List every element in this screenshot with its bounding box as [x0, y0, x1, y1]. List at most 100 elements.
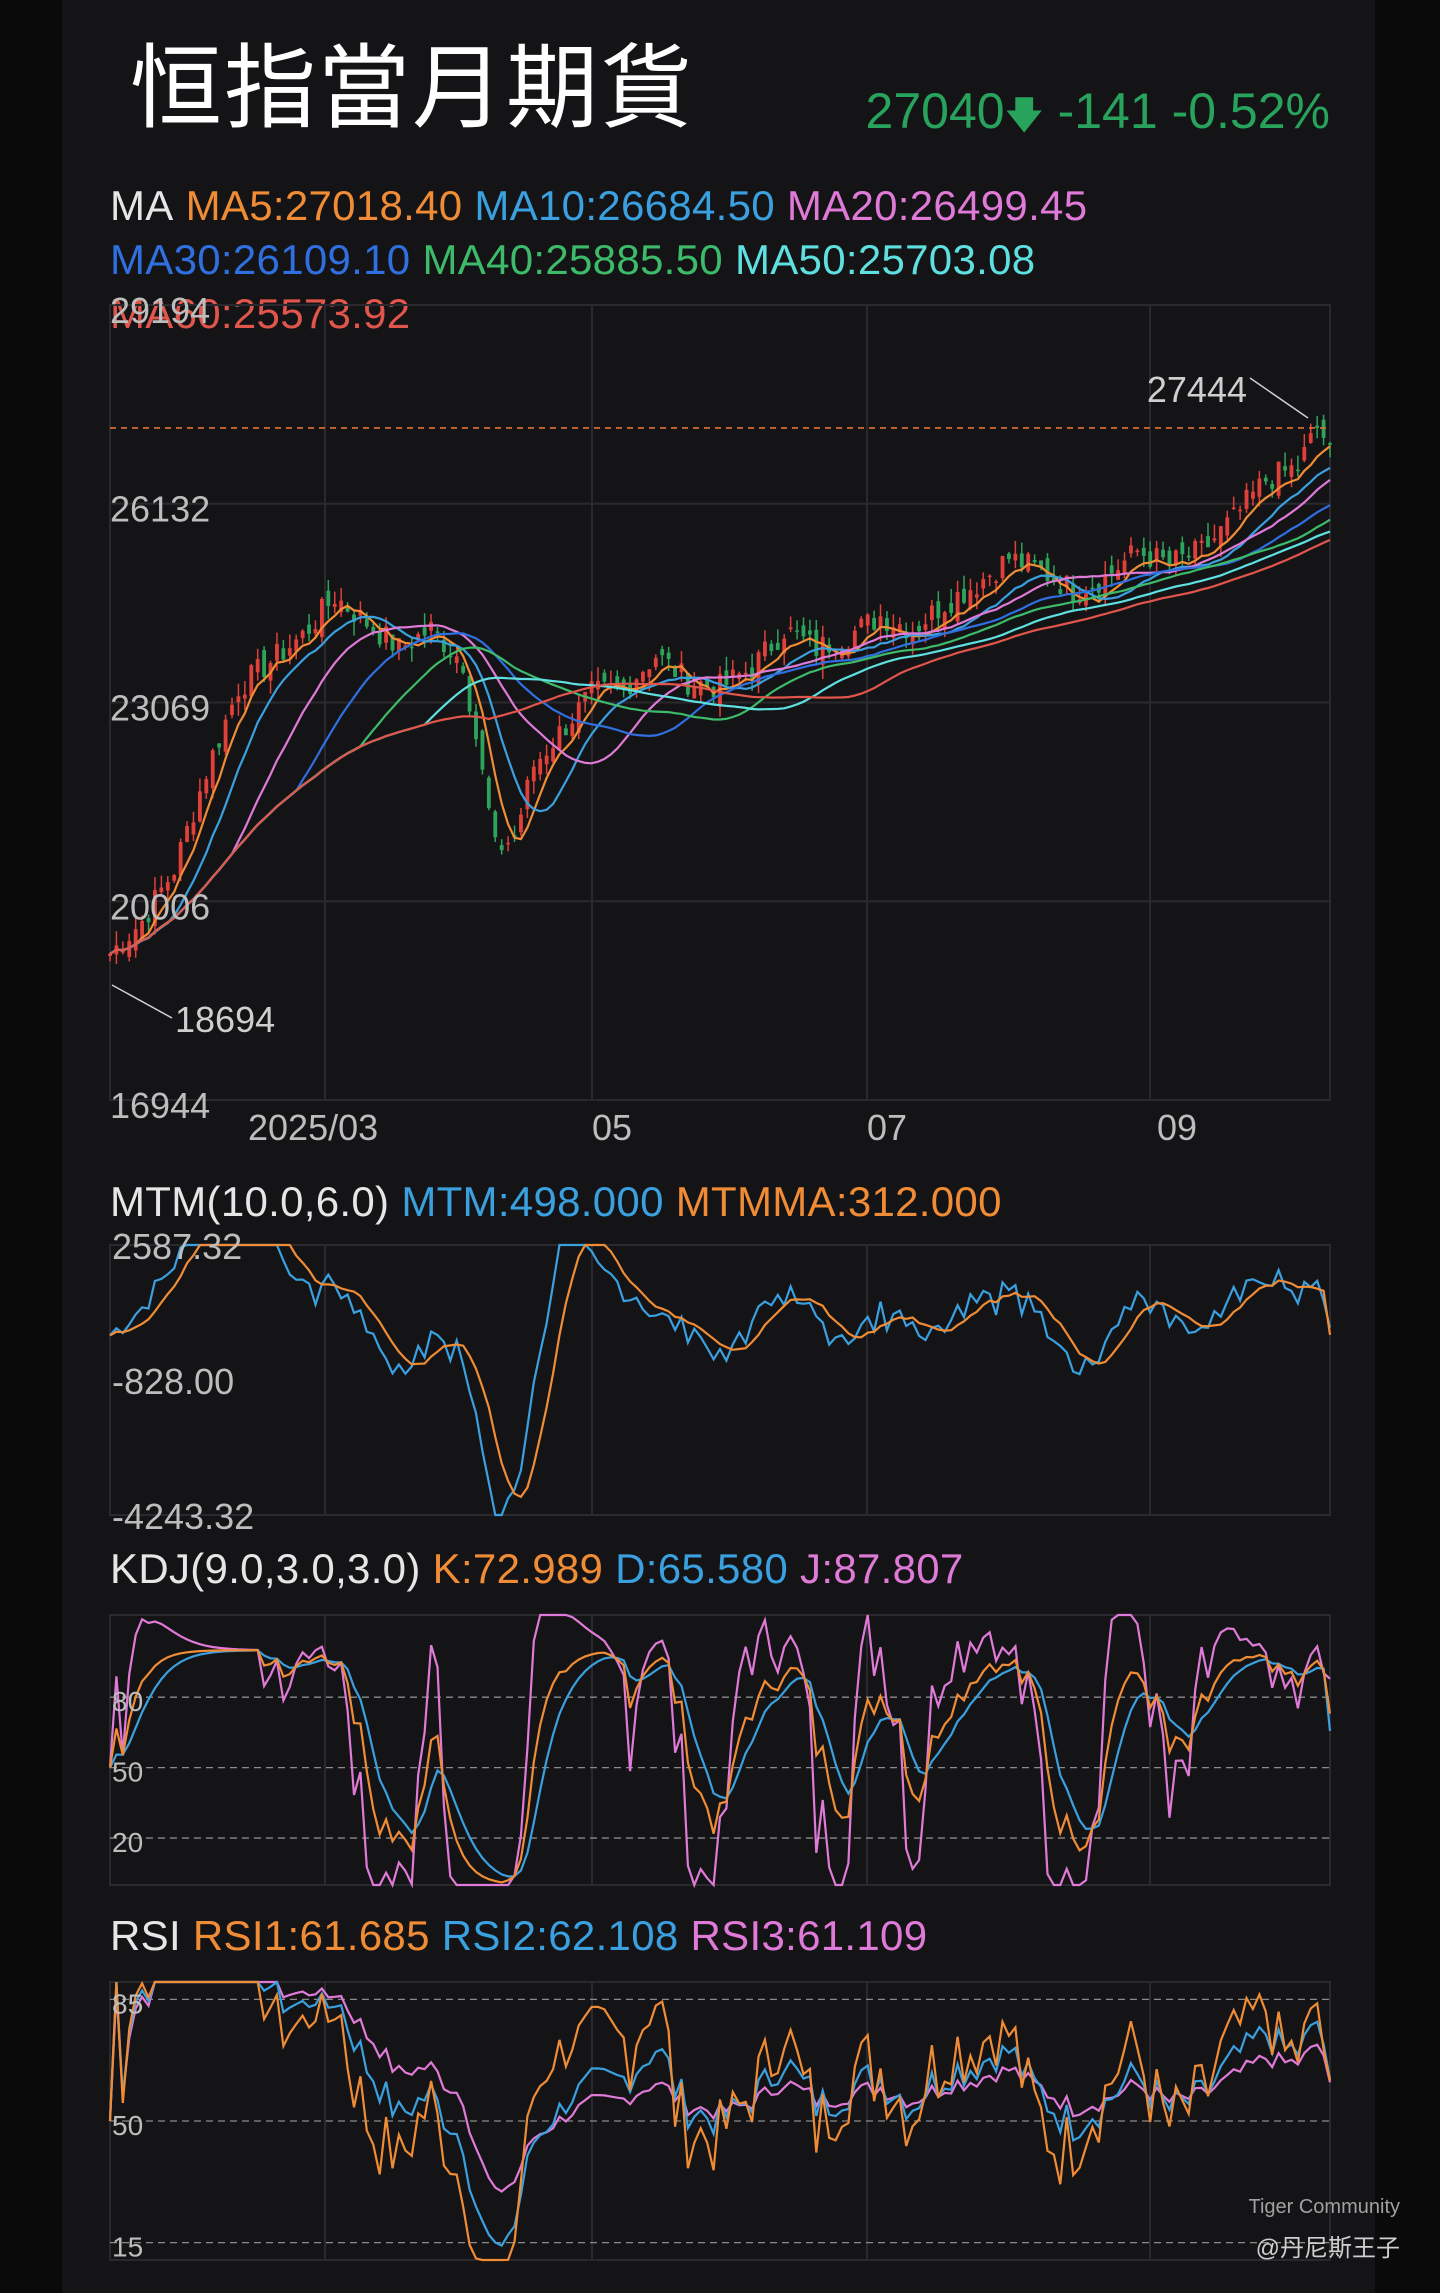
- candle-body: [300, 630, 305, 639]
- candle-body: [994, 581, 999, 583]
- candle-body: [878, 616, 883, 628]
- price-x-tick: 2025/03: [248, 1107, 378, 1148]
- kdj-y-tick: 80: [112, 1686, 143, 1717]
- candle-body: [897, 624, 902, 633]
- candle-body: [1148, 551, 1153, 567]
- candle-body: [801, 625, 806, 637]
- candle-body: [326, 590, 331, 606]
- mtm-frame: [109, 1244, 1331, 1516]
- candle-body: [1058, 589, 1063, 594]
- candle-body: [666, 652, 671, 659]
- candle-body: [576, 702, 581, 733]
- mtm-line: [109, 1243, 1332, 1517]
- candle-body: [230, 704, 234, 716]
- author-label: @丹尼斯王子: [1255, 2235, 1400, 2262]
- candle-body: [1173, 550, 1178, 564]
- rsi-y-tick: 15: [112, 2232, 143, 2263]
- last-price: 27040: [865, 83, 1005, 139]
- candle-body: [1315, 425, 1320, 428]
- page-title: 恒指當月期貨: [130, 35, 695, 142]
- ma5-line: [109, 445, 1331, 955]
- candle-body: [441, 639, 446, 653]
- candle-body: [448, 655, 453, 658]
- candle-body: [435, 631, 440, 633]
- candle-body: [1141, 547, 1146, 556]
- candle-body: [1263, 477, 1268, 482]
- low-callout: 18694: [175, 999, 275, 1040]
- candle-body: [1212, 538, 1217, 541]
- candle-body: [615, 676, 620, 685]
- candle-body: [1135, 550, 1140, 553]
- candle-body: [1321, 419, 1326, 438]
- price-quote: 27040🡇 -141 -0.52%: [866, 82, 1330, 152]
- candle-body: [461, 665, 466, 673]
- candle-body: [1032, 560, 1037, 563]
- candle-body: [673, 666, 677, 677]
- candle-body: [275, 643, 279, 661]
- mtm-y-tick: -4243.32: [112, 1496, 254, 1537]
- rsi-y-tick: 85: [112, 1988, 143, 2019]
- candle-body: [653, 657, 658, 667]
- candle-body: [1180, 542, 1185, 555]
- candle-body: [454, 656, 459, 664]
- candle-body: [223, 719, 228, 752]
- candle-body: [493, 811, 498, 838]
- candle-body: [1013, 553, 1018, 561]
- ma20-line: [109, 479, 1331, 955]
- price-change-pct: -0.52%: [1171, 83, 1330, 139]
- high-callout: 27444: [1147, 369, 1247, 410]
- kdj-j-value: J:87.807: [800, 1545, 964, 1592]
- kdj-label: KDJ(9.0,3.0,3.0): [110, 1545, 421, 1592]
- candle-body: [191, 822, 196, 835]
- candle-body: [409, 646, 414, 649]
- candle-body: [1225, 517, 1230, 536]
- mtm-y-tick: -828.00: [112, 1361, 234, 1402]
- ma60-value: MA60:25573.92: [110, 290, 411, 337]
- candle-body: [242, 694, 247, 699]
- rsi1-value: RSI1:61.685: [192, 1912, 430, 1959]
- candle-body: [108, 953, 112, 957]
- candle-body: [1186, 555, 1191, 558]
- candle-body: [1045, 558, 1050, 581]
- candle-body: [339, 600, 344, 612]
- price-y-tick: 16944: [110, 1085, 210, 1126]
- candle-body: [172, 875, 177, 881]
- candle-body: [544, 755, 549, 765]
- rsi3-value: RSI3:61.109: [690, 1912, 928, 1959]
- mtmma-value: MTMMA:312.000: [675, 1178, 1002, 1225]
- mtmma-line: [109, 1243, 1332, 1499]
- candle-body: [262, 650, 267, 678]
- candle-body: [467, 676, 472, 712]
- price-change: -141: [1057, 83, 1158, 139]
- candle-body: [255, 659, 260, 673]
- kdj-d-value: D:65.580: [615, 1545, 789, 1592]
- candle-body: [955, 591, 960, 622]
- ma5-value: MA5:27018.40: [185, 182, 463, 229]
- candle-body: [756, 652, 761, 684]
- candle-body: [1109, 565, 1114, 574]
- candle-body: [602, 672, 607, 682]
- candle-body: [859, 618, 864, 628]
- candle-body: [1167, 550, 1172, 565]
- candle-body: [519, 814, 523, 833]
- candle-body: [750, 667, 755, 679]
- candle-body: [1218, 526, 1223, 546]
- rsi-chart: [108, 1980, 1332, 2262]
- candle-body: [705, 679, 710, 687]
- ma50-value: MA50:25703.08: [734, 236, 1036, 283]
- candle-body: [570, 723, 575, 737]
- ma-legend-row-1: MA MA5:27018.40 MA10:26684.50 MA20:26499.45: [110, 182, 1099, 230]
- candle-body: [820, 636, 825, 665]
- candle-body: [1007, 553, 1011, 560]
- candle-body: [1295, 469, 1300, 472]
- candle-body: [949, 602, 954, 613]
- candle-body: [910, 633, 915, 645]
- candle-body: [332, 603, 337, 607]
- price-chart: 27444 18694: [108, 369, 1332, 1040]
- candle-body: [807, 630, 812, 635]
- rsi3-line: [108, 1980, 1332, 2193]
- candle-body: [352, 614, 356, 622]
- candle-body: [1308, 433, 1313, 443]
- candle-body: [775, 642, 780, 650]
